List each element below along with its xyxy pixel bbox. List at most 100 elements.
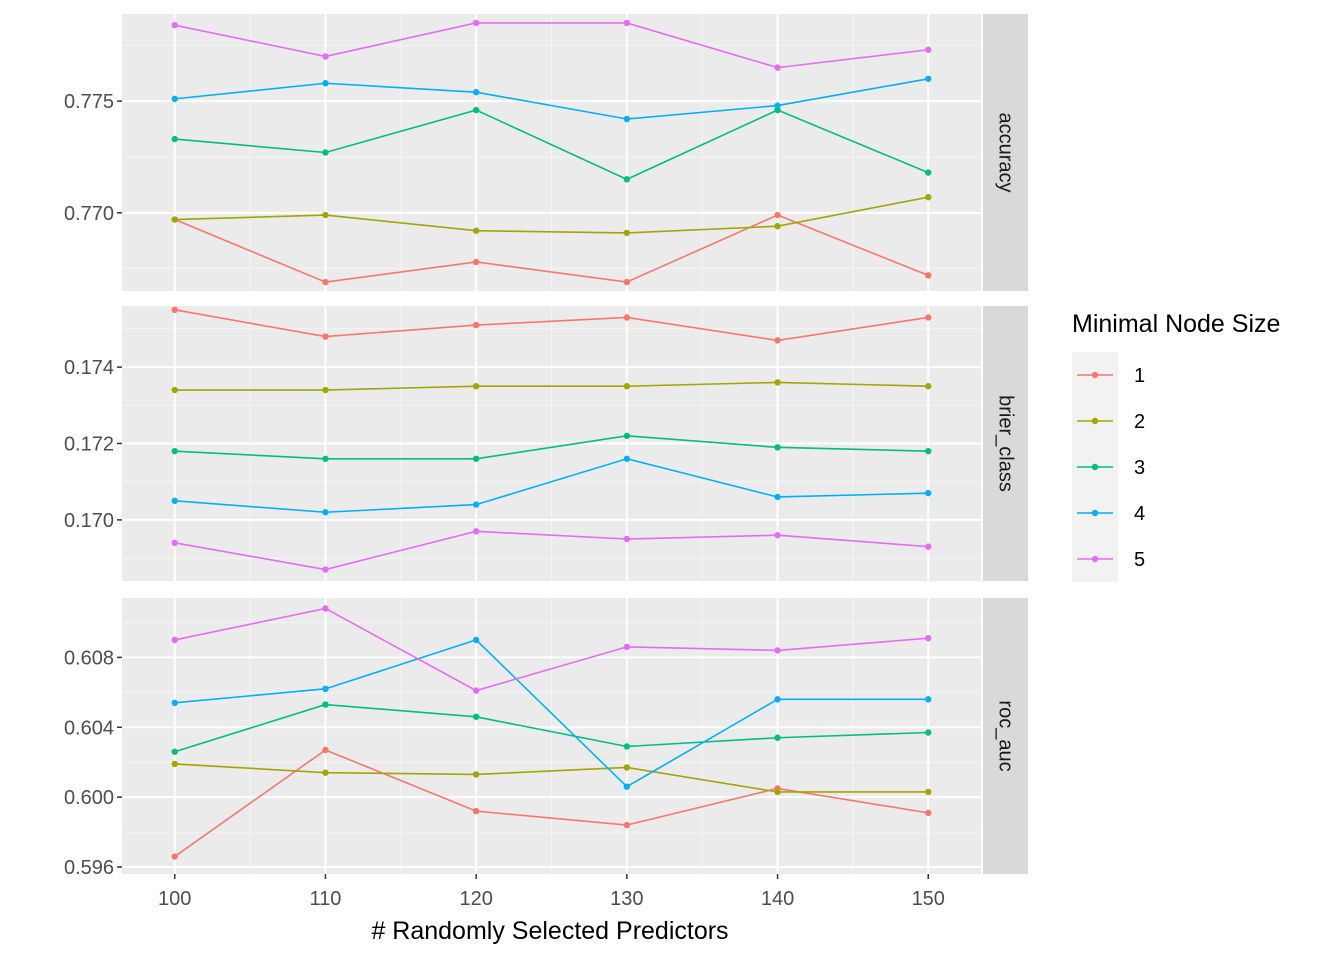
data-point-1 xyxy=(774,337,781,344)
data-point-4 xyxy=(171,699,178,707)
data-point-1 xyxy=(623,821,631,829)
series-line-1 xyxy=(174,214,929,283)
data-point-4 xyxy=(925,489,932,497)
data-point-2 xyxy=(623,764,631,771)
data-point-5 xyxy=(472,19,480,27)
series-line-5 xyxy=(174,607,929,692)
data-point-5 xyxy=(623,535,631,543)
y-tick-label: 0.775 xyxy=(64,91,114,113)
strip-label-brier_class: brier_class xyxy=(995,395,1017,492)
data-point-5 xyxy=(925,46,932,53)
x-tick-label: 150 xyxy=(912,888,945,910)
strip-background xyxy=(983,14,1028,291)
data-point-4 xyxy=(171,497,178,504)
x-tick-label: 120 xyxy=(459,888,492,910)
data-point-5 xyxy=(774,64,781,71)
panel-brier_class: 0.170 0.172 0.174 brier_class xyxy=(64,306,1028,581)
series-line-4 xyxy=(174,77,929,120)
data-point-1 xyxy=(472,321,480,329)
panel-accuracy: 0.770 0.775 accuracy xyxy=(64,14,1028,291)
data-point-5 xyxy=(472,528,480,535)
series-line-5 xyxy=(174,530,929,571)
data-point-4 xyxy=(322,509,329,516)
series-line-3 xyxy=(174,109,929,181)
data-point-2 xyxy=(322,386,329,394)
series-line-2 xyxy=(174,196,929,234)
data-point-2 xyxy=(472,227,480,234)
data-point-4 xyxy=(171,95,178,103)
data-point-4 xyxy=(472,501,480,508)
legend-label-4: 4 xyxy=(1134,503,1145,525)
data-point-3 xyxy=(171,748,178,755)
series-line-5 xyxy=(174,22,929,69)
legend-label-3: 3 xyxy=(1134,457,1145,479)
data-point-1 xyxy=(472,807,480,815)
data-point-3 xyxy=(774,734,781,741)
data-point-3 xyxy=(322,455,329,462)
y-tick-label: 0.172 xyxy=(64,434,114,456)
data-point-1 xyxy=(623,278,631,286)
legend-key-point-2 xyxy=(1091,417,1099,425)
data-point-3 xyxy=(322,149,329,156)
data-point-2 xyxy=(774,788,781,796)
data-point-4 xyxy=(472,88,480,96)
data-point-1 xyxy=(322,333,329,340)
data-point-3 xyxy=(472,455,480,462)
data-point-3 xyxy=(925,169,932,176)
data-point-1 xyxy=(322,746,329,754)
series-line-1 xyxy=(174,309,929,342)
data-point-3 xyxy=(925,729,932,736)
x-tick-label: 140 xyxy=(761,888,794,910)
data-point-2 xyxy=(171,386,178,394)
y-tick-label: 0.770 xyxy=(64,203,114,225)
data-point-5 xyxy=(322,53,329,60)
data-point-3 xyxy=(623,432,631,440)
data-point-1 xyxy=(925,314,932,321)
data-point-2 xyxy=(774,223,781,230)
strip-label-accuracy: accuracy xyxy=(995,112,1017,192)
x-axis: 100 110 120 130 140 150 xyxy=(158,874,945,910)
data-point-2 xyxy=(925,383,932,390)
data-point-5 xyxy=(171,539,178,547)
data-point-3 xyxy=(623,176,631,183)
y-tick-label: 0.596 xyxy=(64,857,114,879)
data-point-4 xyxy=(774,696,781,703)
data-point-2 xyxy=(171,216,178,223)
data-point-4 xyxy=(774,102,781,109)
data-point-5 xyxy=(774,531,781,539)
data-point-5 xyxy=(774,647,781,654)
data-point-3 xyxy=(925,447,932,455)
x-tick-label: 100 xyxy=(158,888,191,910)
data-point-4 xyxy=(472,636,480,644)
data-point-2 xyxy=(623,383,631,390)
data-point-2 xyxy=(322,211,329,219)
y-tick-label: 0.600 xyxy=(64,787,114,809)
y-tick-label: 0.604 xyxy=(64,717,114,739)
y-tick-label: 0.170 xyxy=(64,510,114,532)
data-point-3 xyxy=(171,135,178,143)
data-point-2 xyxy=(171,760,178,768)
data-point-3 xyxy=(774,444,781,451)
legend: Minimal Node Size 1 2 3 4 5 xyxy=(1072,310,1280,582)
data-point-2 xyxy=(322,769,329,776)
legend-title: Minimal Node Size xyxy=(1072,310,1280,338)
x-tick-label: 110 xyxy=(310,888,342,910)
y-tick-label: 0.608 xyxy=(64,647,114,669)
data-point-1 xyxy=(171,306,178,314)
data-point-4 xyxy=(774,493,781,501)
data-point-3 xyxy=(171,447,178,455)
data-point-1 xyxy=(774,211,781,219)
data-point-3 xyxy=(472,106,480,114)
legend-label-5: 5 xyxy=(1134,549,1145,571)
data-point-4 xyxy=(925,75,932,82)
series-line-3 xyxy=(174,435,929,460)
data-point-4 xyxy=(623,783,631,790)
data-point-1 xyxy=(925,272,932,279)
legend-key-point-5 xyxy=(1091,555,1099,563)
data-point-2 xyxy=(774,379,781,386)
x-tick-label: 130 xyxy=(610,888,643,910)
data-point-5 xyxy=(472,687,480,694)
data-point-1 xyxy=(472,258,480,266)
legend-key-point-3 xyxy=(1091,463,1099,471)
